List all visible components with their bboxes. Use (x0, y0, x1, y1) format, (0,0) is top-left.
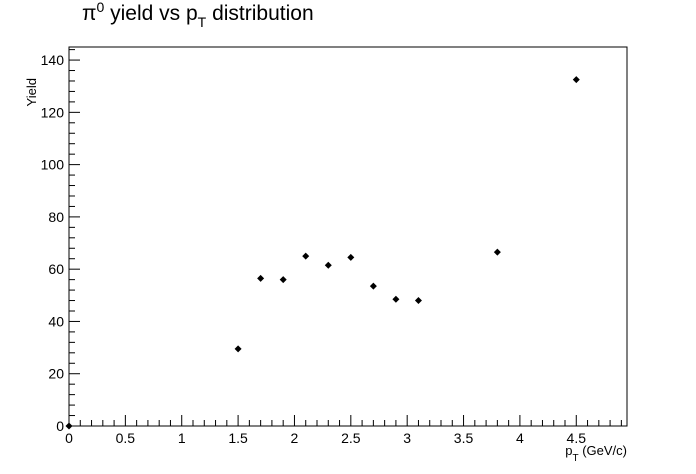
chart-title: π0 yield vs pT distribution (82, 0, 314, 30)
data-point (369, 282, 377, 290)
data-point (493, 248, 501, 256)
y-tick-label: 20 (48, 366, 64, 382)
x-tick-label: 2.5 (341, 430, 361, 446)
x-tick-label: 0 (65, 430, 73, 446)
x-tick-label: 3.5 (454, 430, 474, 446)
data-point (324, 261, 332, 269)
x-tick-label: 0.5 (116, 430, 136, 446)
data-point (234, 345, 242, 353)
x-tick-label: 2 (291, 430, 299, 446)
data-point (65, 422, 73, 430)
y-tick-label: 40 (48, 313, 64, 329)
y-tick-label: 80 (48, 209, 64, 225)
plot-frame (68, 46, 628, 427)
data-point (414, 297, 422, 305)
x-tick-label: 4 (516, 430, 524, 446)
x-tick-label: 1 (178, 430, 186, 446)
data-points (65, 76, 580, 430)
y-tick-label: 100 (41, 157, 65, 173)
y-tick-label: 140 (41, 52, 65, 68)
y-tick-label: 60 (48, 261, 64, 277)
data-point (257, 274, 265, 282)
data-point (347, 253, 355, 261)
y-tick-label: 0 (56, 418, 64, 434)
x-axis-label: pT (GeV/c) (565, 443, 627, 464)
data-point (302, 252, 310, 260)
x-tick-label: 3 (403, 430, 411, 446)
data-point (392, 295, 400, 303)
x-label-subscript: T (572, 453, 578, 464)
title-tail: distribution (206, 2, 313, 25)
x-label-p: p (565, 443, 572, 458)
data-point (279, 276, 287, 284)
data-point (572, 76, 580, 84)
title-superscript: 0 (97, 0, 105, 15)
title-pi: π (82, 2, 97, 25)
title-subscript: T (198, 14, 207, 30)
x-label-tail: (GeV/c) (579, 443, 627, 458)
y-axis-label: Yield (24, 78, 39, 106)
x-axis: 0 0.5 1 1.5 2 2.5 3 3.5 4 4.5 (65, 415, 622, 446)
y-axis: 0 20 40 60 80 100 120 140 (41, 49, 80, 434)
y-tick-label: 120 (41, 104, 65, 120)
title-middle: yield vs p (104, 2, 197, 25)
x-tick-label: 4.5 (567, 430, 587, 446)
x-tick-label: 1.5 (228, 430, 248, 446)
